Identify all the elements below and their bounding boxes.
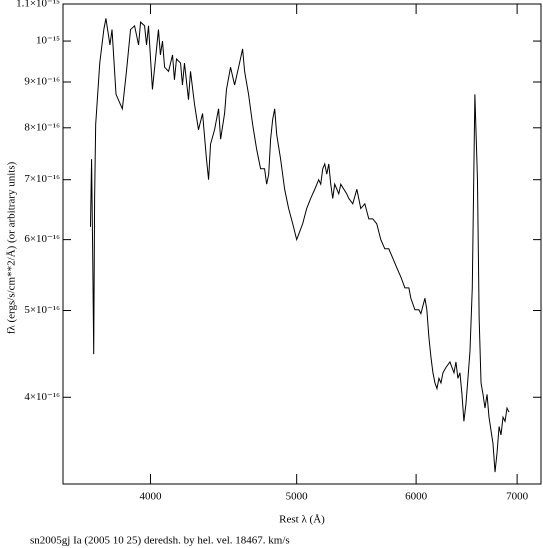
y-tick-label: 6×10⁻¹⁶	[24, 233, 60, 245]
x-axis-label: Rest λ (Å)	[279, 514, 325, 526]
y-tick-label: 8×10⁻¹⁶	[24, 121, 60, 133]
x-tick-label: 7000	[506, 491, 529, 503]
x-tick-label: 5000	[286, 491, 309, 503]
plot-frame	[62, 3, 542, 485]
caption: sn2005gj Ia (2005 10 25) deredsh. by hel…	[30, 535, 290, 547]
y-tick-label: 7×10⁻¹⁶	[24, 173, 60, 185]
y-tick-label: 10⁻¹⁵	[36, 35, 60, 47]
y-tick-label: 4×10⁻¹⁶	[24, 391, 60, 403]
y-tick-label: 5×10⁻¹⁶	[24, 304, 60, 316]
y-axis-label: fλ (ergs/s/cm**2/Å) (or arbitrary units)	[6, 161, 18, 334]
x-tick-label: 6000	[405, 491, 428, 503]
x-tick-label: 4000	[139, 491, 162, 503]
y-tick-label: 1.1×10⁻¹⁵	[16, 0, 60, 10]
spectrum-line	[89, 18, 510, 473]
y-tick-label: 9×10⁻¹⁶	[24, 76, 60, 88]
